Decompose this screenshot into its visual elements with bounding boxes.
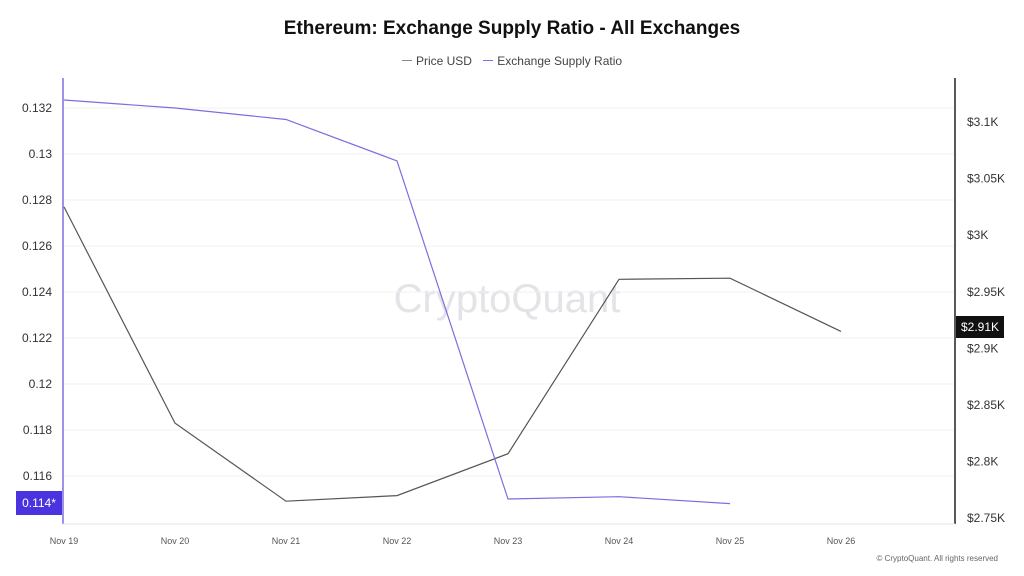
- legend-item-ratio[interactable]: Exchange Supply Ratio: [483, 54, 622, 68]
- left-tick-label: 0.13: [29, 147, 53, 161]
- current-price-label: $2.91K: [961, 320, 999, 334]
- x-tick-label: Nov 24: [605, 536, 634, 546]
- legend-label: Exchange Supply Ratio: [497, 53, 623, 68]
- right-tick-label: $2.95K: [967, 285, 1005, 299]
- left-tick-label: 0.118: [23, 423, 52, 437]
- copyright: © CryptoQuant. All rights reserved: [876, 554, 999, 563]
- legend-item-price[interactable]: Price USD: [401, 53, 472, 68]
- x-tick-label: Nov 19: [50, 536, 79, 546]
- left-tick-label: 0.128: [22, 193, 52, 207]
- left-tick-label: 0.116: [23, 469, 52, 483]
- x-tick-label: Nov 20: [161, 536, 190, 546]
- series-line-exchange-supply-ratio: [63, 99, 731, 505]
- right-tick-label: $2.75K: [967, 511, 1005, 525]
- right-tick-label: $2.85K: [967, 398, 1005, 412]
- x-tick-label: Nov 21: [272, 536, 301, 546]
- right-tick-label: $3.05K: [967, 172, 1005, 186]
- x-tick-label: Nov 25: [716, 536, 745, 546]
- legend-label: Price USD: [415, 53, 472, 68]
- series-line-price-usd: [63, 206, 842, 502]
- left-tick-label: 0.126: [22, 239, 52, 253]
- legend: Price USD Exchange Supply Ratio: [0, 50, 1024, 68]
- watermark: CryptoQuant: [394, 277, 621, 321]
- left-tick-label: 0.122: [22, 331, 52, 345]
- current-ratio-label: 0.114*: [22, 496, 56, 510]
- chart-title: Ethereum: Exchange Supply Ratio - All Ex…: [283, 18, 741, 39]
- current-ratio-badge: [16, 491, 62, 515]
- left-tick-label: 0.132: [22, 101, 52, 115]
- left-tick-label: 0.124: [22, 285, 52, 299]
- right-tick-label: $2.9K: [967, 341, 998, 355]
- right-tick-label: $2.8K: [967, 455, 998, 469]
- right-tick-label: $3K: [967, 228, 988, 242]
- x-tick-label: Nov 23: [494, 536, 523, 546]
- x-tick-label: Nov 22: [383, 536, 412, 546]
- x-tick-label: Nov 26: [827, 536, 856, 546]
- current-price-badge: [956, 316, 1004, 338]
- left-tick-label: 0.12: [29, 377, 53, 391]
- right-tick-label: $3.1K: [967, 115, 998, 129]
